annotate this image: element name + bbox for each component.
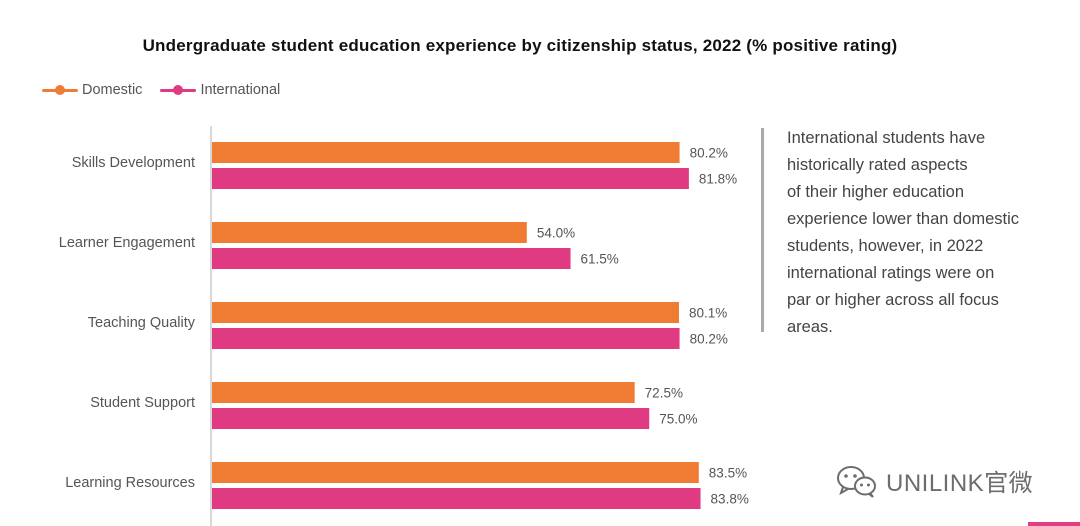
data-label: 80.1% bbox=[689, 306, 727, 321]
legend-item-domestic: Domestic bbox=[42, 82, 142, 98]
bar-domestic bbox=[212, 302, 679, 323]
data-label: 81.8% bbox=[699, 172, 737, 187]
bar-international bbox=[212, 328, 680, 349]
note-line: international ratings were on bbox=[787, 264, 995, 282]
note-line: experience lower than domestic bbox=[787, 210, 1020, 228]
category-label: Learner Engagement bbox=[59, 235, 195, 251]
bar-international bbox=[212, 248, 571, 269]
category-label: Learning Resources bbox=[65, 475, 195, 491]
category-label: Skills Development bbox=[72, 155, 195, 171]
legend-swatch-international bbox=[160, 84, 197, 96]
corner-accent bbox=[1028, 522, 1080, 526]
category-label: Teaching Quality bbox=[88, 315, 196, 331]
bar-domestic bbox=[212, 142, 680, 163]
note-line: historically rated aspects bbox=[787, 156, 968, 174]
watermark: UNILINK官微 bbox=[836, 463, 1033, 498]
note-line: of their higher education bbox=[787, 183, 965, 201]
wechat-icon bbox=[837, 465, 876, 498]
data-label: 80.2% bbox=[690, 146, 728, 161]
data-label: 83.8% bbox=[711, 492, 749, 507]
note-line: International students have bbox=[787, 129, 986, 147]
note-line: areas. bbox=[787, 318, 833, 336]
note-line: par or higher across all focus bbox=[787, 291, 999, 309]
bar-international bbox=[212, 488, 701, 509]
bar-international bbox=[212, 168, 689, 189]
legend-swatch-domestic bbox=[42, 84, 78, 96]
data-label: 80.2% bbox=[690, 332, 728, 347]
bar-international bbox=[212, 408, 650, 429]
bar-domestic bbox=[212, 382, 635, 403]
legend-item-international: International bbox=[160, 82, 280, 98]
watermark-text: UNILINK官微 bbox=[886, 470, 1034, 497]
data-label: 83.5% bbox=[709, 466, 747, 481]
legend-label-international: International bbox=[200, 82, 281, 98]
category-label: Student Support bbox=[90, 395, 195, 411]
data-label: 75.0% bbox=[659, 412, 697, 427]
bar-domestic bbox=[212, 462, 699, 483]
note-divider bbox=[761, 128, 764, 332]
chart-title: Undergraduate student education experien… bbox=[142, 36, 898, 55]
data-label: 72.5% bbox=[645, 386, 683, 401]
data-label: 61.5% bbox=[581, 252, 619, 267]
note-text: International students have historically… bbox=[787, 125, 1057, 341]
legend: Domestic International bbox=[42, 82, 280, 98]
note-line: students, however, in 2022 bbox=[787, 237, 984, 255]
data-label: 54.0% bbox=[537, 226, 575, 241]
legend-label-domestic: Domestic bbox=[82, 82, 143, 98]
bar-domestic bbox=[212, 222, 527, 243]
